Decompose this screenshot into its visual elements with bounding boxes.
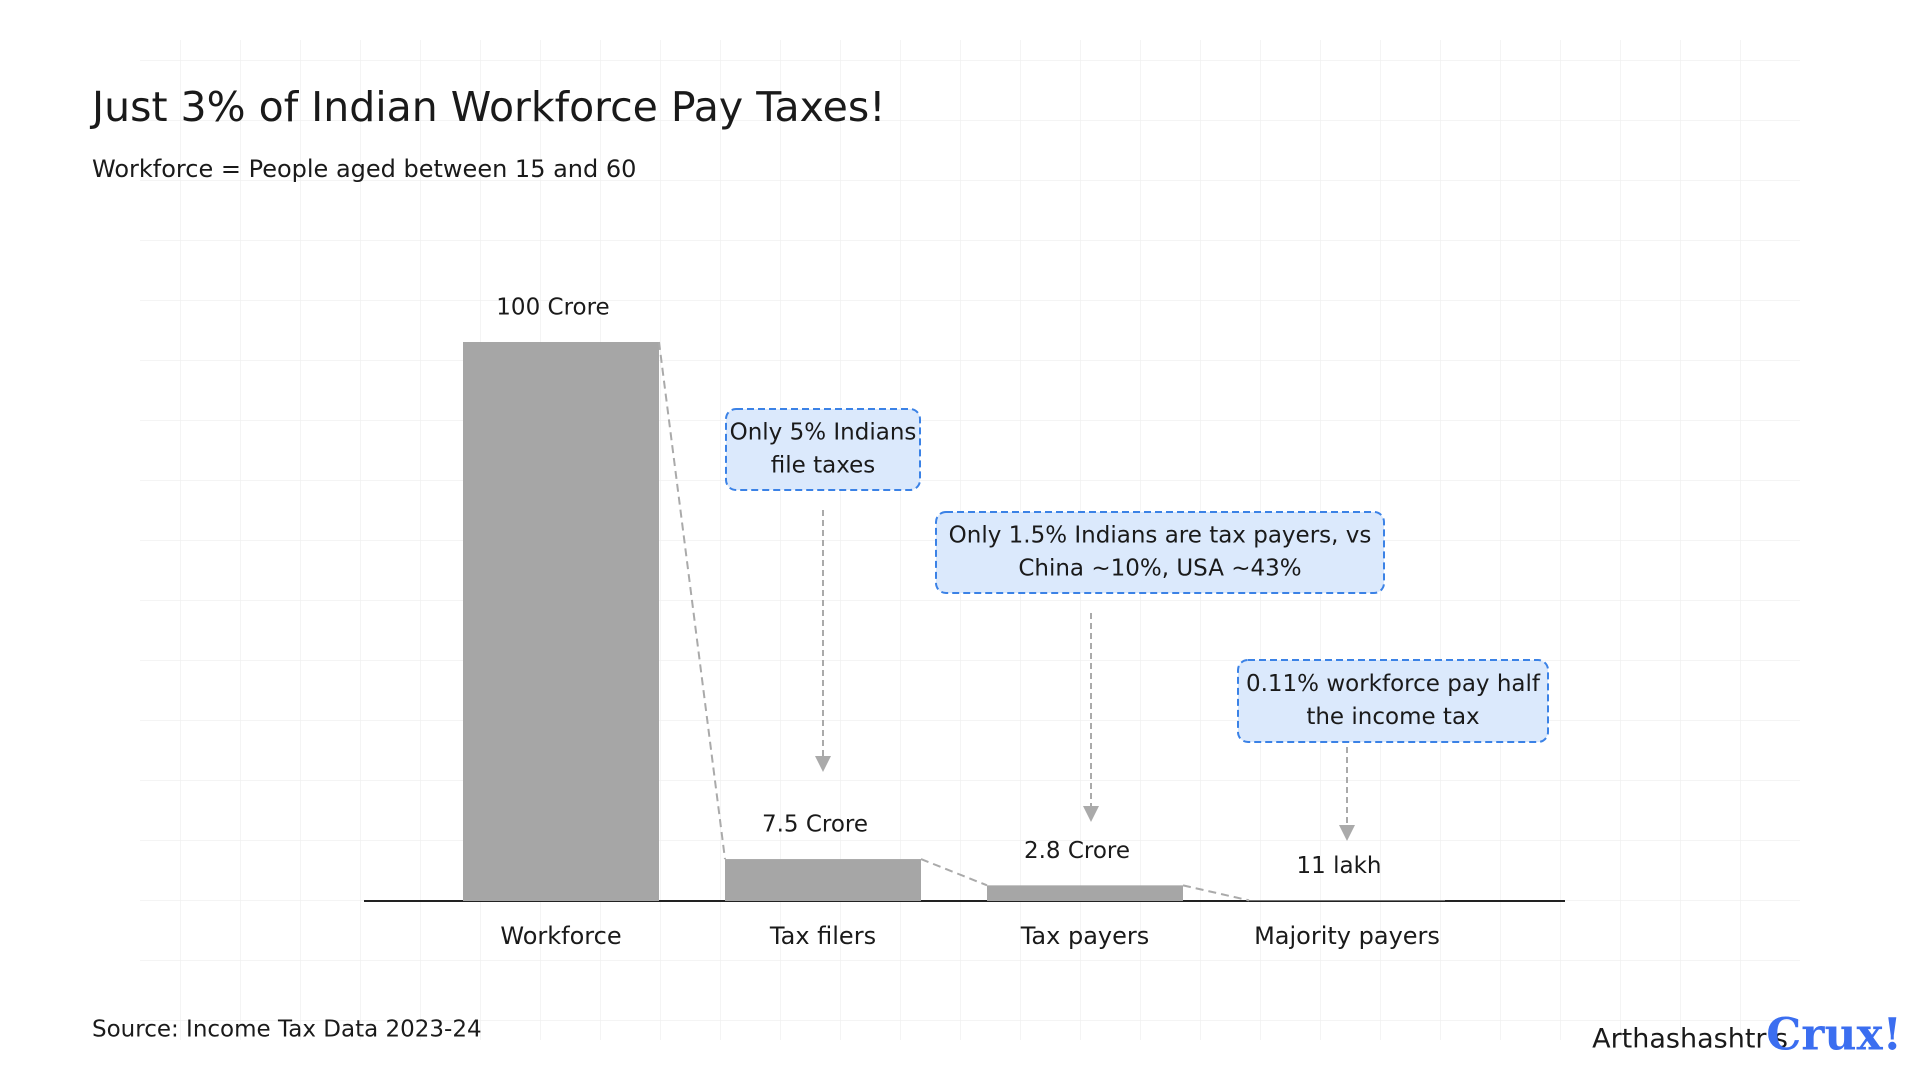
- x-tick-label: Majority payers: [1254, 922, 1440, 950]
- chart-title: Just 3% of Indian Workforce Pay Taxes!: [89, 83, 886, 131]
- connector: [658, 341, 726, 860]
- callout-text: file taxes: [771, 453, 876, 479]
- connector: [920, 858, 988, 887]
- brand-prefix: Arthashashtr's: [1592, 1024, 1788, 1055]
- brand-name: Crux!: [1766, 1010, 1902, 1061]
- callout-text: Only 1.5% Indians are tax payers, vs: [949, 523, 1372, 549]
- bar: [463, 342, 659, 901]
- callout-text: the income tax: [1306, 704, 1479, 730]
- callout-box: [725, 408, 921, 491]
- value-label: 7.5 Crore: [762, 812, 868, 838]
- connector: [1182, 884, 1250, 902]
- chart-subtitle: Workforce = People aged between 15 and 6…: [92, 155, 636, 183]
- callout-text: 0.11% workforce pay half: [1246, 671, 1541, 697]
- value-label: 2.8 Crore: [1024, 838, 1130, 864]
- source: Source: Income Tax Data 2023-24: [92, 1017, 482, 1043]
- bar: [1249, 900, 1445, 901]
- x-tick-label: Tax payers: [1020, 922, 1150, 950]
- callout-box: [935, 511, 1385, 594]
- callout-text: China ~10%, USA ~43%: [1018, 556, 1301, 582]
- callout-text: Only 5% Indians: [730, 420, 917, 446]
- callout-box: [1237, 659, 1549, 743]
- x-tick-label: Workforce: [500, 922, 621, 950]
- x-tick-label: Tax filers: [769, 922, 876, 950]
- value-label: 11 lakh: [1297, 853, 1382, 879]
- bar: [987, 885, 1183, 901]
- value-label: 100 Crore: [496, 295, 609, 321]
- bar: [725, 859, 921, 901]
